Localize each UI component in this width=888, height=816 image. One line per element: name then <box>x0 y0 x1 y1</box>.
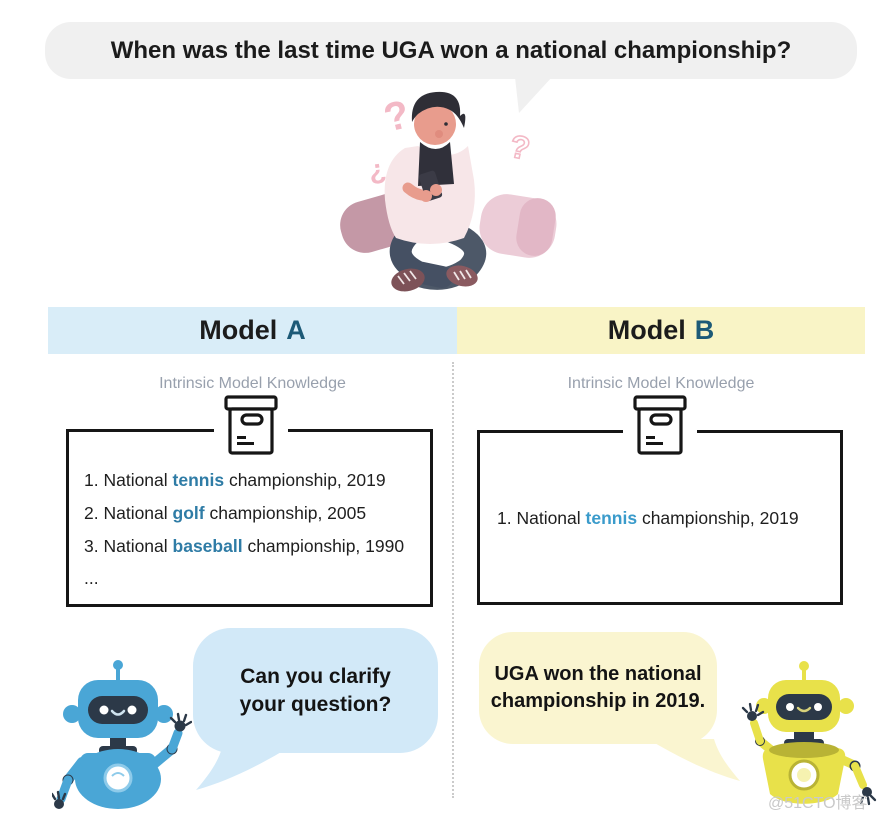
person-arms-phone <box>402 170 443 202</box>
model-a-speech-bubble: Can you clarify your question? <box>193 628 438 753</box>
yellow-robot-left-hand <box>741 702 765 721</box>
knowledge-ellipsis: ... <box>84 568 99 588</box>
model-b-archive-box-icon <box>623 394 697 461</box>
person-thinking-illustration: ? ¿ ? <box>340 91 557 292</box>
blue-robot-left-hand <box>52 790 67 809</box>
question-bubble: When was the last time UGA won a nationa… <box>45 22 857 79</box>
model-a-archive-box-icon <box>214 394 288 461</box>
model-b-speech-line2: championship in 2019. <box>490 690 706 712</box>
model-b-speech-bubble: UGA won the national championship in 201… <box>479 632 717 744</box>
model-a-header-text: Model <box>199 315 278 345</box>
model-a-speech-tail <box>196 748 288 790</box>
model-a-speech-line2: your question? <box>239 692 392 716</box>
blue-robot-icon <box>52 660 192 809</box>
model-b-speech-tail <box>648 739 740 781</box>
svg-text:?: ? <box>507 128 534 167</box>
yellow-robot-right-hand <box>859 787 877 806</box>
svg-text:¿: ¿ <box>367 153 388 186</box>
model-a-header: Model A <box>48 307 457 354</box>
svg-text:?: ? <box>380 92 414 141</box>
question-text: When was the last time UGA won a nationa… <box>110 36 792 64</box>
blue-robot-right-hand <box>169 712 192 732</box>
model-a-knowledge-label: Intrinsic Model Knowledge <box>159 375 346 392</box>
model-b-header-text: Model <box>607 315 686 345</box>
watermark: @51CTO博客 <box>768 795 868 812</box>
person-head <box>411 91 466 145</box>
knowledge-item: 3. National baseball championship, 1990 <box>84 536 405 556</box>
model-b-header: Model B <box>457 307 865 354</box>
knowledge-item: 1. National tennis championship, 2019 <box>84 470 386 490</box>
model-b-speech-line1: UGA won the national <box>494 663 702 685</box>
model-b-knowledge-label: Intrinsic Model Knowledge <box>567 375 755 392</box>
column-divider <box>452 362 454 798</box>
person-shoes <box>391 265 478 292</box>
model-a-header-letter: A <box>286 315 306 345</box>
model-b-header-letter: B <box>694 315 715 345</box>
pillow-right <box>479 194 557 258</box>
knowledge-item: 2. National golf championship, 2005 <box>84 503 367 523</box>
yellow-robot-icon <box>741 661 877 806</box>
question-bubble-tail <box>515 77 552 113</box>
model-a-knowledge-list: 1. National tennis championship, 2019 2.… <box>84 464 404 593</box>
model-a-speech-line1: Can you clarify <box>240 664 391 688</box>
model-b-knowledge-item: 1. National tennis championship, 2019 <box>497 508 799 528</box>
